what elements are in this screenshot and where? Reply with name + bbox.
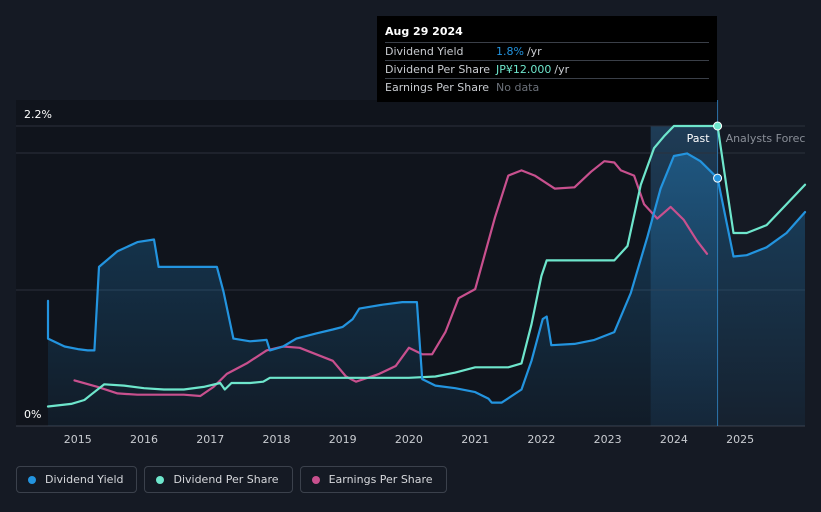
legend-item-dividend-per-share[interactable]: Dividend Per Share [144,466,293,493]
x-tick-label: 2020 [395,433,423,446]
y-axis-zero-label: 0% [24,408,41,421]
x-tick-label: 2021 [461,433,489,446]
earnings-per-share-line [73,160,709,398]
legend-label: Dividend Yield [45,473,124,486]
dividend-yield-area [48,153,805,426]
analysts-forecasts-label: Analysts Forecasts [726,132,821,145]
tooltip-label: Dividend Yield [385,45,464,58]
x-tick-label: 2017 [196,433,224,446]
tooltip-value: No data [496,81,540,94]
tooltip-date: Aug 29 2024 [385,25,463,38]
y-axis-top-label: 2.2% [24,108,52,121]
tooltip-row-earnings-per-share: Earnings Per Share No data [385,78,709,96]
tooltip-unit: /yr [554,63,570,76]
x-tick-label: 2024 [660,433,688,446]
x-tick-label: 2025 [726,433,754,446]
tooltip-value: 1.8% [496,45,524,58]
tooltip-row-dividend-yield: Dividend Yield 1.8% /yr [385,42,709,60]
tooltip-row-dividend-per-share: Dividend Per Share JP¥12.000 /yr [385,60,709,78]
x-tick-label: 2023 [594,433,622,446]
legend-label: Earnings Per Share [328,473,433,486]
legend-dot-icon [156,475,165,484]
x-tick-label: 2022 [527,433,555,446]
legend-label: Dividend Per Share [173,473,279,486]
legend-dot-icon [311,475,320,484]
x-tick-label: 2018 [263,433,291,446]
tooltip-value: JP¥12.000 [496,63,552,76]
tooltip-label: Dividend Per Share [385,63,491,76]
dividend-yield-line [46,152,807,404]
x-tick-label: 2015 [64,433,92,446]
chart-legend: Dividend Yield Dividend Per Share Earnin… [16,466,447,493]
legend-item-earnings-per-share[interactable]: Earnings Per Share [299,466,447,493]
dividend-per-share-line [46,124,807,408]
chart-tooltip: Aug 29 2024 Dividend Yield 1.8% /yr Divi… [377,16,717,102]
past-label: Past [687,132,711,145]
dividend-per-share-marker [713,121,723,131]
x-tick-label: 2019 [329,433,357,446]
x-tick-label: 2016 [130,433,158,446]
tooltip-unit: /yr [526,45,542,58]
legend-dot-icon [28,475,36,484]
dividend-yield-marker [713,173,723,183]
legend-item-dividend-yield[interactable]: Dividend Yield [16,466,138,493]
tooltip-label: Earnings Per Share [385,81,490,94]
